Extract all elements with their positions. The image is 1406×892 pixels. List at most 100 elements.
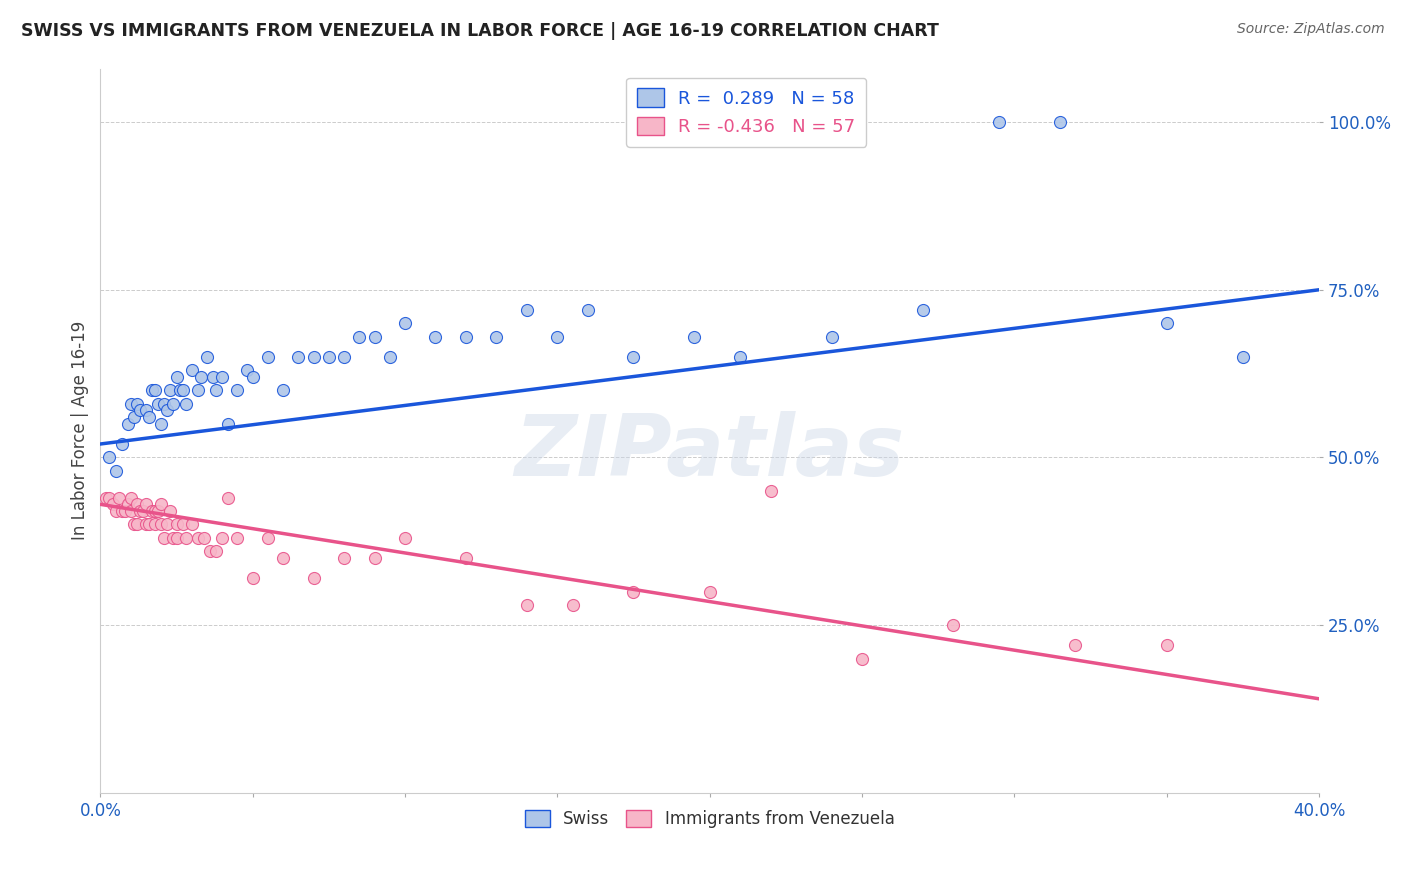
Point bbox=[122, 517, 145, 532]
Point bbox=[122, 410, 145, 425]
Point bbox=[683, 329, 706, 343]
Point bbox=[425, 329, 447, 343]
Point bbox=[150, 497, 173, 511]
Point bbox=[1232, 350, 1254, 364]
Point bbox=[226, 384, 249, 398]
Point bbox=[107, 491, 129, 505]
Point bbox=[125, 517, 148, 532]
Point bbox=[759, 483, 782, 498]
Point bbox=[205, 544, 228, 558]
Point bbox=[699, 584, 721, 599]
Point bbox=[257, 531, 280, 545]
Point bbox=[125, 497, 148, 511]
Point bbox=[96, 491, 118, 505]
Text: ZIPatlas: ZIPatlas bbox=[515, 411, 905, 494]
Point bbox=[302, 571, 325, 585]
Point bbox=[349, 329, 371, 343]
Point bbox=[159, 384, 181, 398]
Point bbox=[561, 598, 583, 612]
Point bbox=[516, 598, 538, 612]
Point bbox=[129, 403, 152, 417]
Point bbox=[104, 504, 127, 518]
Point bbox=[187, 531, 209, 545]
Point bbox=[363, 551, 385, 566]
Point bbox=[257, 350, 280, 364]
Point bbox=[180, 363, 202, 377]
Point bbox=[378, 350, 401, 364]
Point bbox=[172, 517, 194, 532]
Point bbox=[728, 350, 751, 364]
Point bbox=[135, 497, 157, 511]
Point bbox=[333, 350, 356, 364]
Point bbox=[190, 370, 212, 384]
Point bbox=[851, 651, 873, 665]
Point bbox=[166, 517, 188, 532]
Point bbox=[1156, 316, 1178, 330]
Point bbox=[195, 350, 218, 364]
Point bbox=[623, 350, 645, 364]
Point bbox=[454, 329, 477, 343]
Point bbox=[135, 403, 157, 417]
Point bbox=[117, 497, 139, 511]
Point bbox=[98, 450, 121, 465]
Point bbox=[546, 329, 568, 343]
Point bbox=[120, 491, 142, 505]
Point bbox=[454, 551, 477, 566]
Point bbox=[111, 437, 134, 451]
Point bbox=[98, 491, 121, 505]
Point bbox=[150, 517, 173, 532]
Point bbox=[166, 531, 188, 545]
Point bbox=[159, 504, 181, 518]
Point bbox=[148, 397, 170, 411]
Point bbox=[333, 551, 356, 566]
Point bbox=[911, 302, 934, 317]
Point bbox=[205, 384, 228, 398]
Point bbox=[143, 504, 166, 518]
Point bbox=[302, 350, 325, 364]
Point bbox=[820, 329, 842, 343]
Point bbox=[202, 370, 225, 384]
Point bbox=[138, 517, 160, 532]
Point bbox=[242, 571, 264, 585]
Y-axis label: In Labor Force | Age 16-19: In Labor Force | Age 16-19 bbox=[72, 321, 89, 541]
Point bbox=[516, 302, 538, 317]
Point bbox=[394, 316, 416, 330]
Point bbox=[623, 584, 645, 599]
Point bbox=[120, 397, 142, 411]
Point bbox=[485, 329, 508, 343]
Point bbox=[226, 531, 249, 545]
Point bbox=[153, 531, 176, 545]
Point bbox=[141, 504, 163, 518]
Point bbox=[287, 350, 309, 364]
Point bbox=[104, 464, 127, 478]
Point bbox=[242, 370, 264, 384]
Point bbox=[174, 531, 197, 545]
Point bbox=[129, 504, 152, 518]
Point bbox=[988, 115, 1011, 129]
Point bbox=[180, 517, 202, 532]
Point bbox=[193, 531, 215, 545]
Point bbox=[576, 302, 599, 317]
Point bbox=[114, 504, 136, 518]
Point bbox=[150, 417, 173, 431]
Point bbox=[172, 384, 194, 398]
Point bbox=[942, 618, 965, 632]
Point bbox=[174, 397, 197, 411]
Point bbox=[148, 504, 170, 518]
Point bbox=[217, 491, 239, 505]
Point bbox=[318, 350, 340, 364]
Point bbox=[141, 384, 163, 398]
Point bbox=[117, 417, 139, 431]
Legend: Swiss, Immigrants from Venezuela: Swiss, Immigrants from Venezuela bbox=[519, 804, 901, 835]
Point bbox=[394, 531, 416, 545]
Point bbox=[1156, 638, 1178, 652]
Point bbox=[153, 397, 176, 411]
Point bbox=[271, 384, 294, 398]
Point bbox=[198, 544, 221, 558]
Point bbox=[111, 504, 134, 518]
Point bbox=[217, 417, 239, 431]
Point bbox=[101, 497, 124, 511]
Point bbox=[132, 504, 155, 518]
Point bbox=[235, 363, 257, 377]
Point bbox=[162, 531, 184, 545]
